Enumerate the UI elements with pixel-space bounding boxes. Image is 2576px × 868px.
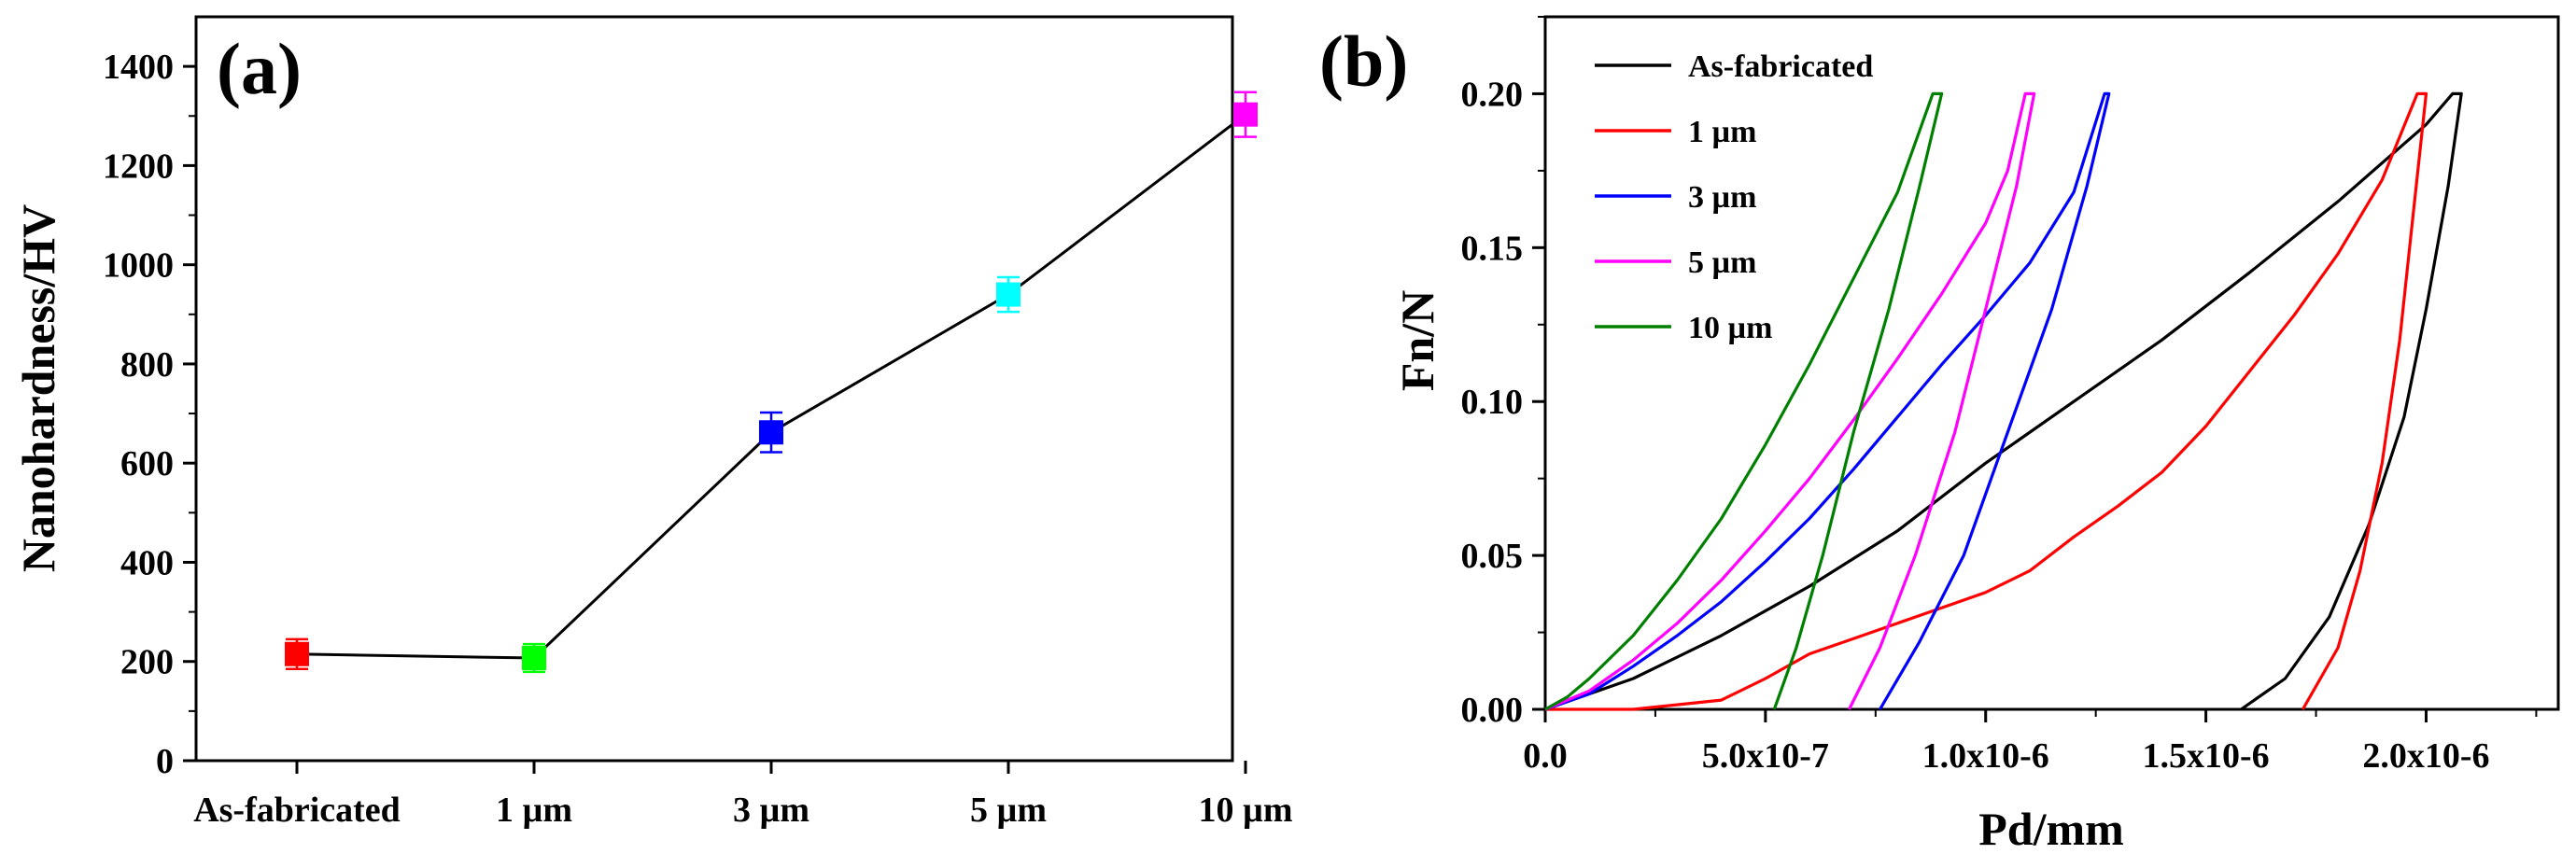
data-point: [1233, 102, 1258, 127]
y-tick-label: 1400: [103, 48, 174, 87]
data-point: [522, 646, 546, 671]
panel-b: (b) Fn/N Pd/mm 0.00 0.05 0.10 0.15 0.20 0.0 5.…: [1319, 15, 2560, 855]
panel-a-plot-frame: [194, 15, 1234, 763]
x-tick-label: 3 µm: [733, 791, 809, 830]
series-curve: [1544, 91, 1944, 711]
legend-label: 10 µm: [1688, 311, 1772, 345]
y-tick-label: 0.15: [1461, 229, 1524, 268]
series-curve: [1544, 91, 2111, 711]
x-tick-label: As-fabricated: [193, 791, 401, 830]
panel-b-label: (b): [1319, 21, 1408, 102]
y-tick-label: 600: [120, 444, 174, 483]
series-curve: [1544, 91, 2036, 711]
y-tick-label: 0.05: [1461, 537, 1524, 576]
y-tick-label: 1000: [103, 246, 174, 286]
x-tick-label: 2.0x10-6: [2362, 736, 2489, 776]
y-tick-label: 400: [120, 543, 174, 582]
series-line: [296, 113, 1246, 660]
legend-label: 5 µm: [1688, 245, 1756, 280]
data-point: [996, 282, 1021, 307]
x-tick-label: 5.0x10-7: [1702, 736, 1829, 776]
y-tick-label: 0.20: [1461, 75, 1524, 114]
legend-label: 1 µm: [1688, 115, 1756, 149]
x-tick-label: 1 µm: [496, 791, 572, 830]
legend-label: 3 µm: [1688, 180, 1756, 215]
y-tick-label: 0.10: [1461, 383, 1524, 422]
panel-a-label: (a): [217, 28, 302, 109]
x-tick-label: 10 µm: [1198, 791, 1292, 830]
series-curve: [1544, 91, 2463, 711]
y-tick-label: 0: [156, 742, 174, 781]
y-tick-label: 800: [120, 345, 174, 385]
y-tick-label: 0.00: [1461, 691, 1524, 730]
legend-label: As-fabricated: [1688, 49, 1873, 84]
panel-b-x-axis-label: Pd/mm: [1978, 803, 2124, 855]
panel-a: (a) Nanohardness/HV 0 200 400 600 800 1000 120…: [12, 15, 1293, 830]
data-point: [759, 420, 783, 445]
panel-a-y-axis-label: Nanohardness/HV: [12, 204, 64, 573]
y-tick-label: 1200: [103, 147, 174, 186]
panel-b-y-axis-label: Fn/N: [1391, 290, 1443, 391]
y-tick-label: 200: [120, 643, 174, 682]
x-tick-label: 0.0: [1523, 736, 1568, 776]
data-point: [285, 641, 309, 666]
x-tick-label: 1.5x10-6: [2143, 736, 2270, 776]
series-curve: [1545, 91, 2428, 711]
panel-b-plot-frame: [1543, 15, 2560, 711]
x-tick-label: 1.0x10-6: [1922, 736, 2049, 776]
x-tick-label: 5 µm: [970, 791, 1047, 830]
